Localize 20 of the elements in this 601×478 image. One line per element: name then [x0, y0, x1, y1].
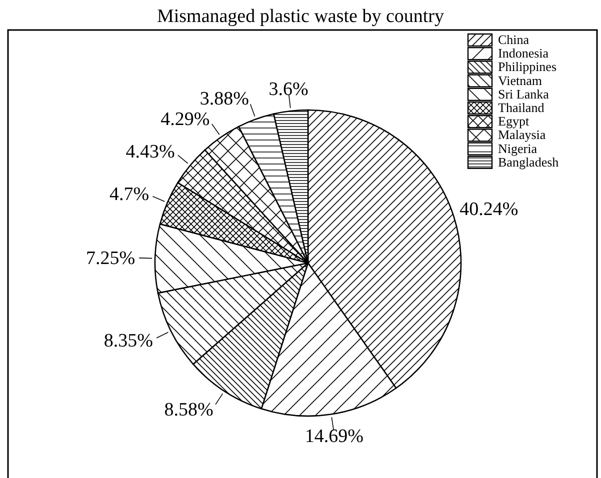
data-label: 7.25%: [86, 248, 136, 269]
data-label: 3.6%: [268, 79, 308, 100]
legend-label: Egypt: [498, 114, 530, 129]
legend-label: Vietnam: [498, 72, 542, 88]
legend-label: Thailand: [498, 100, 545, 115]
data-label: 8.35%: [104, 330, 154, 352]
legend-label: Nigeria: [498, 140, 538, 156]
legend-label: Malaysia: [498, 127, 546, 142]
legend-label: China: [498, 32, 530, 47]
data-label: 4.43%: [126, 141, 175, 162]
legend-label: Indonesia: [498, 46, 549, 61]
data-label: 4.29%: [160, 109, 210, 130]
data-label: 40.24%: [460, 198, 518, 220]
data-label: 14.69%: [304, 426, 364, 447]
data-label: 8.58%: [164, 399, 214, 420]
data-label: 3.88%: [200, 88, 250, 110]
chart-title: Mismanaged plastic waste by country: [156, 6, 445, 27]
data-label: 4.7%: [109, 184, 150, 205]
legend-label: Sri Lanka: [498, 86, 550, 102]
legend-label: Philippines: [498, 59, 557, 74]
